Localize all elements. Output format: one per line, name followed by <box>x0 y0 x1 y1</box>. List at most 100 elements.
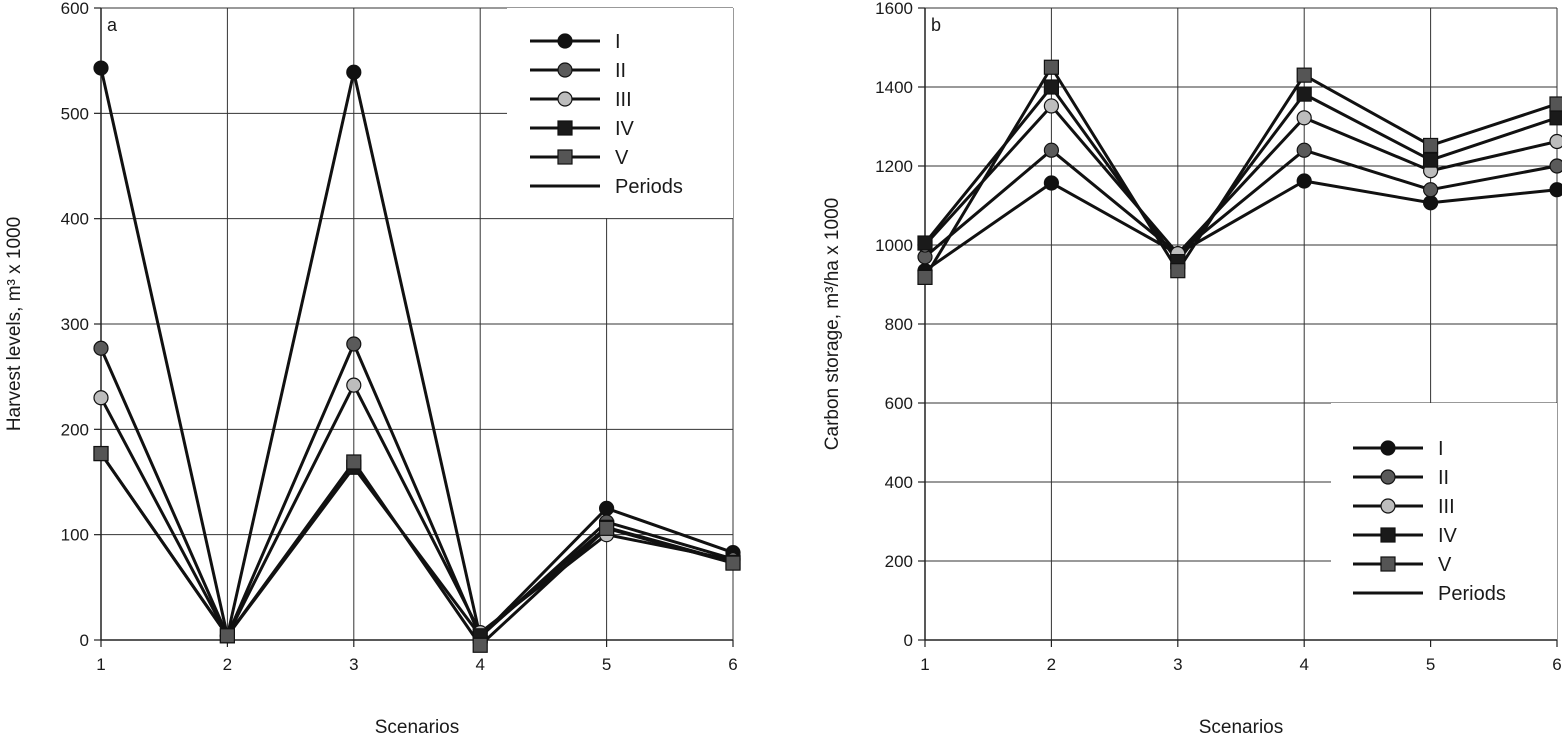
data-point-v <box>1170 263 1186 279</box>
data-point-v <box>1549 96 1562 112</box>
series-line-ii <box>924 148 1558 258</box>
legend-label: V <box>615 147 629 169</box>
data-point-i <box>346 64 362 80</box>
legend-label: I <box>615 31 621 53</box>
legend-marker <box>557 149 573 165</box>
series-lines <box>99 67 734 647</box>
legend-label: Periods <box>1438 583 1506 605</box>
data-point-iv <box>1296 86 1312 102</box>
legend-marker <box>1380 498 1396 514</box>
y-tick-label: 1000 <box>875 236 913 255</box>
y-tick-label: 600 <box>61 0 89 18</box>
data-point-ii <box>1296 142 1312 158</box>
legend-item: V <box>1353 554 1452 576</box>
legend-item: V <box>530 147 629 169</box>
data-point-iv <box>1422 152 1439 168</box>
y-tick-label: 400 <box>61 210 89 229</box>
panel-letter: b <box>931 15 941 35</box>
legend-item: I <box>1353 438 1444 460</box>
legend-label: V <box>1438 554 1452 576</box>
data-point-i <box>1549 182 1562 198</box>
x-tick-label: 4 <box>1299 655 1308 674</box>
x-tick-label: 2 <box>223 655 232 674</box>
series-lines <box>923 65 1558 279</box>
y-axis-label: Carbon storage, m³/ha x 1000 <box>822 198 843 450</box>
x-tick-label: 6 <box>1552 655 1561 674</box>
legend-marker <box>1380 527 1396 543</box>
data-point-ii <box>1043 142 1060 158</box>
data-point-ii <box>1422 182 1439 198</box>
legend-label: IV <box>615 118 635 140</box>
y-tick-label: 1200 <box>875 157 913 176</box>
series-markers <box>917 59 1562 285</box>
x-axis-label: Scenarios <box>1199 717 1284 738</box>
legend-label: Periods <box>615 176 683 198</box>
y-tick-label: 200 <box>61 420 89 439</box>
data-point-iii <box>93 390 109 406</box>
y-tick-label: 800 <box>885 315 913 334</box>
data-point-v <box>725 555 741 571</box>
series-line-i <box>924 179 1558 272</box>
data-point-ii <box>1549 158 1562 174</box>
series-line-ii <box>99 342 734 639</box>
legend-marker <box>1380 469 1396 485</box>
legend-item: Periods <box>530 176 683 198</box>
legend-background <box>1331 403 1557 640</box>
data-point-iii <box>346 377 362 393</box>
panel-letter: a <box>107 15 118 35</box>
series-line-v <box>99 452 734 647</box>
legend-item: IV <box>1353 525 1458 547</box>
data-point-v <box>1422 137 1439 154</box>
y-tick-label: 1600 <box>875 0 913 18</box>
data-point-v <box>219 628 235 644</box>
x-tick-label: 3 <box>1173 655 1182 674</box>
legend-label: II <box>1438 467 1449 489</box>
data-point-v <box>93 445 109 462</box>
data-point-ii <box>346 336 362 352</box>
legend-item: II <box>1353 467 1449 489</box>
legend-item: Periods <box>1353 583 1506 605</box>
data-point-iii <box>1549 133 1562 150</box>
data-point-v <box>1043 59 1060 75</box>
data-point-iii <box>1043 98 1060 114</box>
data-point-v <box>472 637 488 653</box>
y-tick-label: 300 <box>61 315 89 334</box>
legend-marker <box>557 62 573 78</box>
x-tick-label: 1 <box>920 655 929 674</box>
chart-panel-a: 0 100 200 300 400 500 600 1 2 3 4 5 6 Harvest levels,… <box>4 0 741 738</box>
x-tick-label: 2 <box>1047 655 1056 674</box>
legend-marker <box>1380 440 1396 456</box>
legend-marker <box>557 120 573 136</box>
data-point-i <box>598 500 615 516</box>
data-point-iv <box>1043 79 1060 95</box>
data-point-v <box>1296 67 1312 83</box>
x-tick-label: 5 <box>602 655 611 674</box>
data-point-i <box>1296 173 1312 189</box>
data-point-ii <box>93 340 109 356</box>
legend-background <box>507 8 733 218</box>
x-tick-label: 1 <box>96 655 105 674</box>
data-point-i <box>93 60 109 76</box>
series-line-iv <box>99 452 734 638</box>
legend-marker <box>557 91 573 107</box>
legend-label: III <box>1438 496 1455 518</box>
data-point-v <box>346 454 362 470</box>
x-tick-label: 5 <box>1426 655 1435 674</box>
legend-marker <box>1380 556 1396 572</box>
y-tick-label: 1400 <box>875 78 913 97</box>
y-tick-label: 500 <box>61 104 89 123</box>
y-tick-label: 0 <box>80 631 89 650</box>
y-tick-label: 400 <box>885 473 913 492</box>
x-axis-label: Scenarios <box>375 717 460 738</box>
legend-item: II <box>530 60 626 82</box>
legend-item: IV <box>530 118 635 140</box>
data-point-v <box>598 520 615 536</box>
data-point-i <box>1043 175 1060 191</box>
y-tick-label: 100 <box>61 526 89 545</box>
data-point-i <box>1422 195 1439 211</box>
legend-label: II <box>615 60 626 82</box>
data-point-iv <box>1549 110 1562 126</box>
